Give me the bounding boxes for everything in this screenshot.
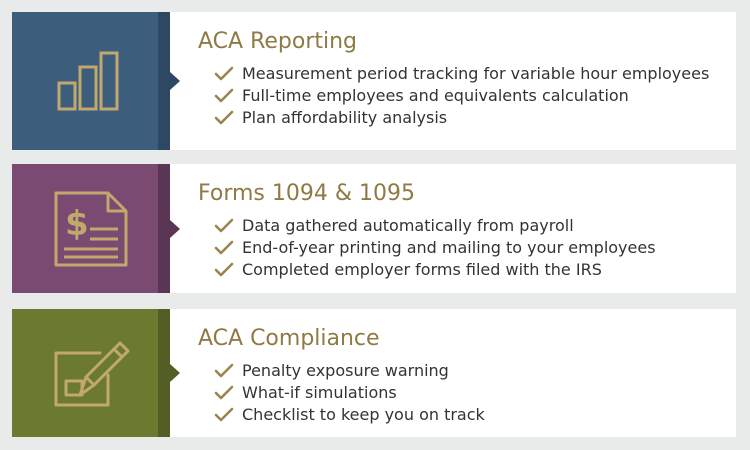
checkmark-icon — [214, 363, 236, 379]
section-title: ACA Reporting — [198, 29, 358, 54]
card-aca-reporting: ACA Reporting Measurement period trackin… — [12, 12, 736, 150]
list-item: Data gathered automatically from payroll — [214, 215, 736, 237]
checkmark-icon — [214, 110, 236, 126]
feature-list: Penalty exposure warning What-if simulat… — [198, 360, 736, 426]
section-title: Forms 1094 & 1095 — [198, 181, 415, 206]
card-content: ACA Reporting Measurement period trackin… — [170, 12, 736, 150]
checkmark-icon — [214, 385, 236, 401]
pencil-checklist-icon — [54, 341, 130, 407]
list-item: Full-time employees and equivalents calc… — [214, 85, 736, 107]
list-item: What-if simulations — [214, 382, 736, 404]
checkmark-icon — [214, 262, 236, 278]
checkmark-icon — [214, 240, 236, 256]
list-item: Plan affordability analysis — [214, 107, 736, 129]
feature-list: Data gathered automatically from payroll… — [198, 215, 736, 281]
card-aca-compliance: ACA Compliance Penalty exposure warning … — [12, 309, 736, 437]
list-item: Checklist to keep you on track — [214, 404, 736, 426]
bar-chart-icon — [57, 51, 119, 111]
icon-panel — [12, 309, 180, 437]
list-item: Completed employer forms filed with the … — [214, 259, 736, 281]
icon-panel — [12, 12, 180, 150]
svg-text:$: $ — [65, 204, 89, 244]
feature-list: Measurement period tracking for variable… — [198, 63, 736, 129]
card-forms-1094-1095: $ Forms 1094 & 1095 Data gathered automa… — [12, 164, 736, 293]
list-item: Penalty exposure warning — [214, 360, 736, 382]
card-content: ACA Compliance Penalty exposure warning … — [170, 309, 736, 437]
section-title: ACA Compliance — [198, 326, 380, 351]
checkmark-icon — [214, 407, 236, 423]
checkmark-icon — [214, 66, 236, 82]
card-content: Forms 1094 & 1095 Data gathered automati… — [170, 164, 736, 293]
checkmark-icon — [214, 218, 236, 234]
dollar-document-icon: $ — [54, 191, 128, 266]
icon-panel: $ — [12, 164, 180, 293]
list-item: Measurement period tracking for variable… — [214, 63, 736, 85]
checkmark-icon — [214, 88, 236, 104]
list-item: End-of-year printing and mailing to your… — [214, 237, 736, 259]
